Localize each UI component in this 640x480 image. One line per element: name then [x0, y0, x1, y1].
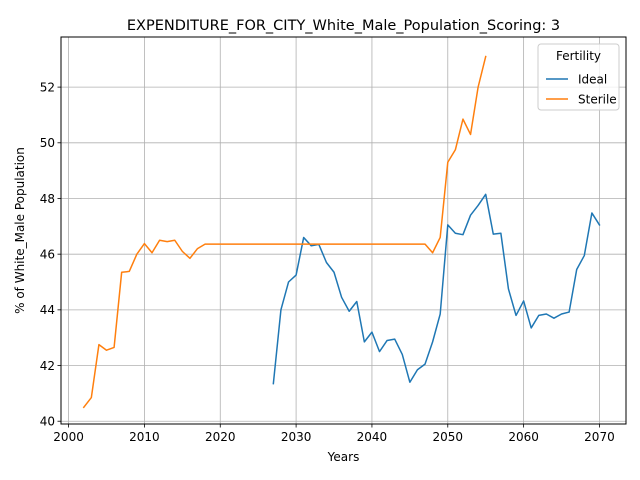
- x-tick-label: 2050: [433, 430, 464, 444]
- y-tick-label: 52: [40, 80, 55, 94]
- series-lines: [82, 55, 601, 409]
- x-tick-label: 2040: [357, 430, 388, 444]
- x-axis-label: Years: [327, 450, 360, 464]
- legend-box: [537, 43, 620, 111]
- x-tick-label: 2020: [205, 430, 236, 444]
- x-tick-label: 2030: [281, 430, 312, 444]
- y-tick-label: 42: [40, 359, 55, 373]
- plot-area-frame: [60, 36, 627, 425]
- y-axis-label: % of White_Male Population: [13, 147, 27, 314]
- y-tick-label: 48: [40, 192, 55, 206]
- axis-ticks: 2000 2010 2020 2030 2040 2050 2060 2070 40 42 44 46…: [40, 80, 615, 444]
- legend-label-ideal: Ideal: [578, 72, 607, 86]
- y-tick-label: 40: [40, 415, 55, 429]
- x-tick-label: 2000: [53, 430, 84, 444]
- legend: Fertility Ideal Sterile: [537, 43, 620, 111]
- legend-items: Ideal Sterile: [546, 72, 617, 106]
- y-tick-label: 46: [40, 247, 55, 261]
- series-line-ideal: [272, 193, 601, 385]
- legend-title: Fertility: [556, 49, 601, 63]
- y-tick-label: 44: [40, 303, 55, 317]
- y-tick-label: 50: [40, 136, 55, 150]
- legend-label-sterile: Sterile: [578, 92, 617, 106]
- chart-title: EXPENDITURE_FOR_CITY_White_Male_Populati…: [127, 18, 560, 34]
- x-tick-label: 2010: [129, 430, 160, 444]
- series-line-sterile: [82, 55, 487, 409]
- x-tick-label: 2070: [584, 430, 615, 444]
- x-tick-label: 2060: [508, 430, 539, 444]
